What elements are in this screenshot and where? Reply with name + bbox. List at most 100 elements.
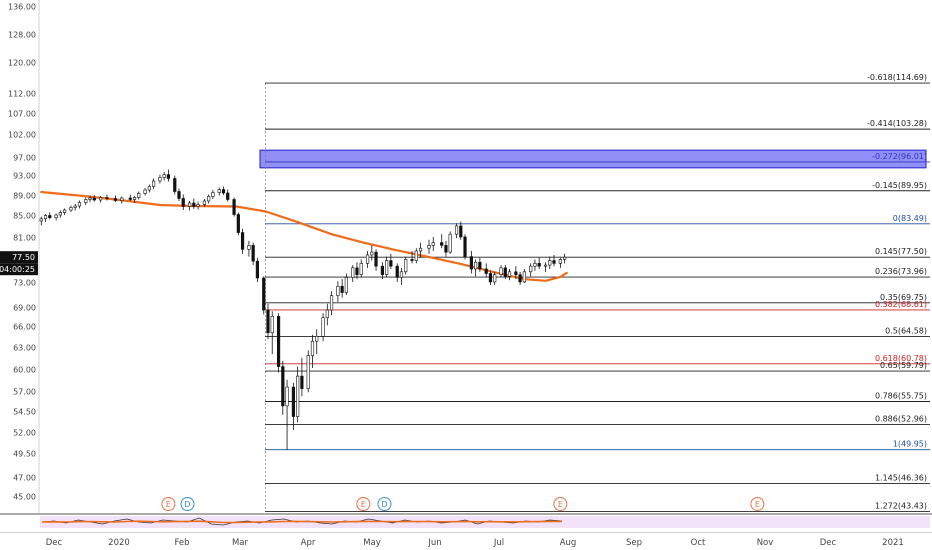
candle [355, 262, 359, 280]
price-tick-label: 128.00 [8, 31, 36, 40]
candle [385, 256, 389, 278]
candle [62, 208, 67, 215]
event-badge-label: E [361, 500, 366, 509]
candle-body [359, 263, 363, 275]
candle [552, 254, 556, 267]
time-tick-label: 2021 [882, 538, 904, 548]
candle-body [276, 316, 281, 367]
candle [474, 259, 478, 277]
event-badge-label: D [184, 500, 190, 509]
candle-body [151, 180, 156, 187]
fib-level-label: 1.145(46.36) [875, 474, 927, 483]
candle-body [54, 214, 58, 219]
fib-level-label: 0.786(55.75) [875, 392, 927, 401]
candle [533, 259, 537, 271]
candle [410, 251, 414, 264]
candle-body [43, 215, 48, 220]
candle [351, 265, 355, 282]
earnings-event-badge[interactable]: E [553, 497, 568, 511]
candle-body [374, 251, 378, 267]
current-price-badge [0, 251, 38, 264]
candle [440, 234, 444, 249]
candle [143, 188, 147, 196]
candle-body [281, 366, 285, 407]
candle-body [173, 178, 177, 192]
price-tick-label: 66.00 [13, 323, 36, 332]
candle-body [404, 259, 408, 273]
event-badge-circle [180, 497, 195, 511]
candle-body [336, 285, 340, 296]
time-axis[interactable]: Dec 2020 Feb Mar Apr May Jun Jul Aug Sep Oct Nov Dec… [0, 532, 932, 549]
candle-body [247, 245, 251, 250]
candle-body [395, 265, 399, 278]
candle-body [552, 260, 556, 264]
candle [365, 251, 370, 268]
candle-body [543, 264, 548, 267]
earnings-event-badge[interactable]: E [750, 497, 765, 511]
event-badge-circle [377, 497, 392, 511]
price-axis[interactable]: 136.00 128.00 120.00 112.00 107.00 102.00 97.0… [8, 0, 40, 513]
candle-body [399, 271, 404, 278]
time-tick-label: Jul [493, 538, 504, 548]
price-tick-label: 54.50 [13, 408, 36, 417]
candle-body [478, 261, 482, 270]
candle [522, 269, 526, 284]
candle-body [48, 215, 52, 219]
fib-retracement[interactable]: -0.618(114.69) -0.414(103.28) -0.272(96.01… [265, 73, 930, 512]
candle [187, 201, 192, 211]
fib-level-label: -0.272(96.01) [872, 152, 927, 161]
candle [306, 350, 310, 393]
candle-body [459, 225, 463, 238]
candle-body [270, 316, 274, 334]
candle-body [251, 245, 255, 262]
event-badge-label: E [558, 500, 563, 509]
candle-body [563, 256, 567, 260]
candle-body [340, 285, 344, 293]
earnings-event-badge[interactable]: E [161, 497, 176, 511]
candle [563, 253, 567, 264]
time-tick-label: Mar [232, 538, 249, 548]
price-tick-label: 112.00 [8, 90, 36, 99]
candle [120, 196, 124, 204]
oscillator-line [41, 520, 563, 524]
candle [340, 279, 344, 298]
time-tick-label: Nov [757, 538, 774, 548]
candle [448, 231, 452, 254]
price-tick-label: 63.00 [13, 344, 36, 353]
highlight-zone[interactable] [259, 149, 927, 169]
candle [196, 201, 200, 210]
candle [84, 197, 88, 205]
candle [478, 257, 482, 272]
candle [359, 259, 363, 278]
earnings-event-badge[interactable]: E [356, 497, 371, 511]
candle [514, 266, 518, 280]
candle [113, 195, 118, 202]
candle [537, 257, 541, 269]
candle [158, 174, 162, 184]
candle-body [232, 199, 236, 215]
candle [48, 212, 52, 220]
candle-body [507, 271, 512, 277]
candle [499, 265, 503, 278]
candle [177, 188, 181, 201]
candle [414, 248, 418, 264]
dividend-event-badge[interactable]: D [377, 497, 392, 511]
candle [137, 191, 141, 200]
candle [469, 251, 473, 274]
candle [285, 379, 289, 450]
dividend-event-badge[interactable]: D [180, 497, 195, 511]
candle [211, 190, 215, 199]
candle-body [207, 196, 211, 202]
candle-body [448, 233, 452, 253]
candle [58, 210, 62, 218]
highlight-zone-layer [259, 149, 927, 169]
candle-body [389, 260, 393, 267]
candle-body [310, 340, 315, 356]
event-badge-circle [750, 497, 765, 511]
candle-body [351, 267, 355, 278]
candle [132, 196, 137, 203]
candle [503, 265, 507, 280]
candle [459, 221, 463, 240]
